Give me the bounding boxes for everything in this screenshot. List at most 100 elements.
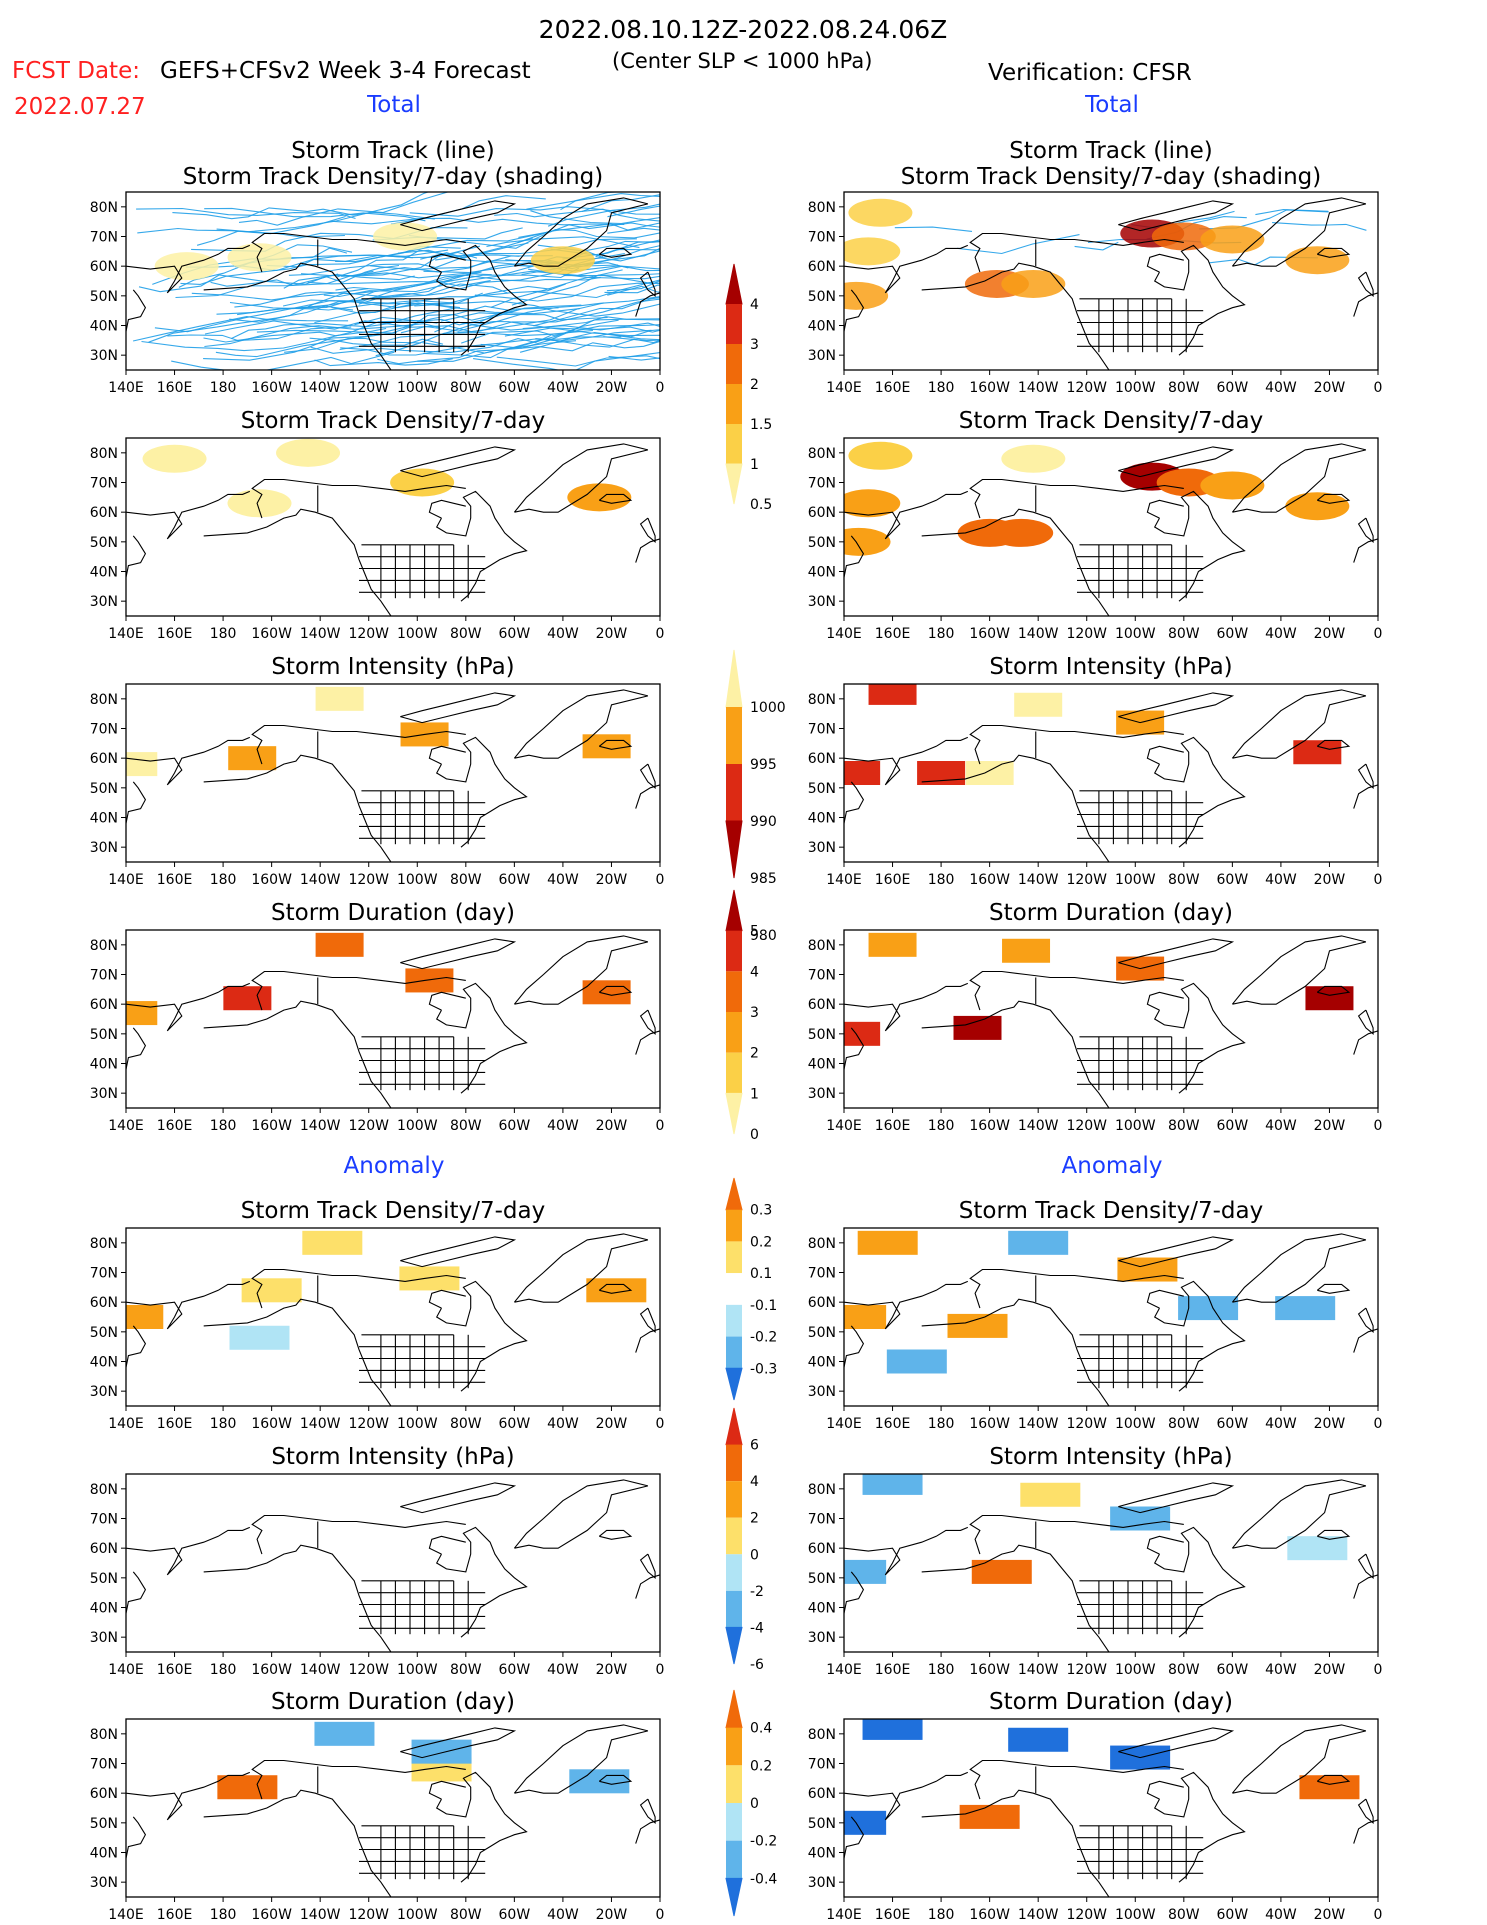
- x-tick-label: 160W: [969, 1662, 1010, 1678]
- colorbar-tick-label: 0.2: [750, 1758, 772, 1774]
- x-tick-label: 140W: [1018, 1662, 1059, 1678]
- x-tick-label: 100W: [397, 380, 438, 396]
- colorbar-swatch: [726, 1765, 742, 1803]
- y-tick-label: 60N: [90, 1786, 118, 1802]
- storm-track: [607, 205, 660, 218]
- x-tick-label: 100W: [1115, 626, 1156, 642]
- storm-track: [191, 288, 369, 301]
- y-tick-label: 50N: [90, 1816, 118, 1832]
- x-tick-label: 20W: [596, 626, 628, 642]
- coastlines: [844, 935, 1378, 1108]
- storm-track: [196, 215, 346, 246]
- y-tick-label: 60N: [90, 505, 118, 521]
- x-tick-label: 120W: [348, 1416, 389, 1432]
- colorbar-intensity: 1000 995 990 985 980: [725, 649, 786, 944]
- data-region: [302, 1230, 363, 1255]
- y-tick-label: 40N: [808, 1355, 836, 1371]
- axes: 140E 160E 180 160W 140W 120W 100W 80W 60W 40W 20W 0…: [90, 1727, 665, 1923]
- data-region: [1285, 246, 1350, 275]
- x-tick-label: 0: [1374, 1662, 1383, 1678]
- axes: 140E 160E 180 160W 140W 120W 100W 80W 60W 40W 20W 0…: [90, 446, 665, 642]
- y-tick-label: 70N: [808, 1266, 836, 1282]
- x-tick-label: 100W: [397, 1118, 438, 1134]
- coastlines: [126, 689, 660, 862]
- map-panel-fcst-intensity-anom: Storm Intensity (hPa) 140E 160E 180 160W 140W…: [90, 1444, 665, 1678]
- storm-track: [408, 228, 660, 249]
- storm-track: [511, 273, 660, 306]
- data-region: [223, 986, 272, 1011]
- colorbar-swatch: [726, 1481, 742, 1518]
- panel-title: Storm Intensity (hPa): [989, 1444, 1232, 1470]
- colorbar-swatch: [726, 1554, 742, 1591]
- fcst-date-label: FCST Date:: [12, 58, 140, 84]
- y-tick-label: 80N: [808, 446, 836, 462]
- y-tick-label: 50N: [90, 535, 118, 551]
- panel-title: Storm Track Density/7-day: [241, 408, 545, 434]
- x-tick-label: 180: [928, 1416, 955, 1432]
- x-tick-label: 180: [928, 626, 955, 642]
- data-region: [868, 684, 917, 705]
- data-region: [844, 761, 881, 785]
- x-tick-label: 160E: [157, 380, 193, 396]
- map-frame: [125, 683, 661, 863]
- x-tick-label: 20W: [596, 380, 628, 396]
- x-tick-label: 0: [1374, 626, 1383, 642]
- x-tick-label: 0: [1374, 1118, 1383, 1134]
- y-tick-label: 40N: [808, 1057, 836, 1073]
- x-tick-label: 140E: [826, 872, 862, 888]
- storm-track: [894, 226, 973, 232]
- x-tick-label: 140W: [300, 1662, 341, 1678]
- x-tick-label: 180: [210, 1118, 237, 1134]
- x-tick-label: 60W: [1217, 1118, 1249, 1134]
- map-panel-cfsr-track: Storm Track (line)Storm Track Density/7-…: [808, 138, 1383, 396]
- data-region: [844, 527, 891, 556]
- data-region: [1178, 1296, 1239, 1321]
- map-panel-cfsr-duration: Storm Duration (day)140E 160E 180 160W 140W 1…: [808, 900, 1383, 1134]
- y-tick-label: 60N: [808, 259, 836, 275]
- x-tick-label: 60W: [1217, 1907, 1249, 1923]
- map-panel-cfsr-density-anom: Storm Track Density/7-day 140E 160E 180 160W…: [808, 1198, 1383, 1432]
- panel-title: Storm Track (line): [1009, 138, 1212, 164]
- y-tick-label: 60N: [808, 1295, 836, 1311]
- x-tick-label: 160E: [875, 872, 911, 888]
- y-tick-label: 80N: [90, 446, 118, 462]
- panel-title: Storm Track (line): [291, 138, 494, 164]
- y-tick-label: 80N: [808, 938, 836, 954]
- y-tick-label: 70N: [90, 1757, 118, 1773]
- y-tick-label: 70N: [90, 476, 118, 492]
- colorbar-swatch: [726, 1052, 742, 1094]
- data-region: [848, 198, 913, 227]
- colorbar-tick-label: 0: [750, 1796, 759, 1812]
- y-tick-label: 80N: [90, 938, 118, 954]
- x-tick-label: 40W: [547, 626, 579, 642]
- colorbar-swatch: [726, 1590, 742, 1628]
- data-region: [315, 932, 364, 957]
- map-frame: [125, 1227, 661, 1407]
- y-tick-label: 40N: [90, 1355, 118, 1371]
- storm-track: [185, 249, 449, 272]
- data-region: [844, 281, 889, 310]
- storm-track: [132, 316, 349, 342]
- storm-track: [560, 193, 660, 211]
- storm-track: [494, 208, 660, 222]
- x-tick-label: 80W: [1168, 1907, 1200, 1923]
- x-tick-label: 40W: [1265, 1907, 1297, 1923]
- y-tick-label: 50N: [90, 1325, 118, 1341]
- x-tick-label: 160W: [969, 1118, 1010, 1134]
- x-tick-label: 160E: [157, 1118, 193, 1134]
- y-tick-label: 70N: [90, 1512, 118, 1528]
- colorbar-swatch: [725, 263, 743, 305]
- y-tick-label: 50N: [808, 535, 836, 551]
- colorbar-density: 4 3 2 1.5 1 0.5: [725, 263, 772, 513]
- x-tick-label: 140E: [826, 626, 862, 642]
- y-tick-label: 40N: [808, 319, 836, 335]
- x-tick-label: 160W: [969, 872, 1010, 888]
- x-tick-label: 20W: [1314, 380, 1346, 396]
- coastlines: [844, 1724, 1378, 1897]
- colorbar-swatch: [725, 1092, 743, 1135]
- x-tick-label: 120W: [348, 872, 389, 888]
- map-panel-fcst-track: Storm Track (line)Storm Track Density/7-…: [90, 138, 665, 396]
- coastlines: [126, 1724, 660, 1897]
- y-tick-label: 40N: [90, 1846, 118, 1862]
- y-tick-label: 30N: [808, 840, 836, 856]
